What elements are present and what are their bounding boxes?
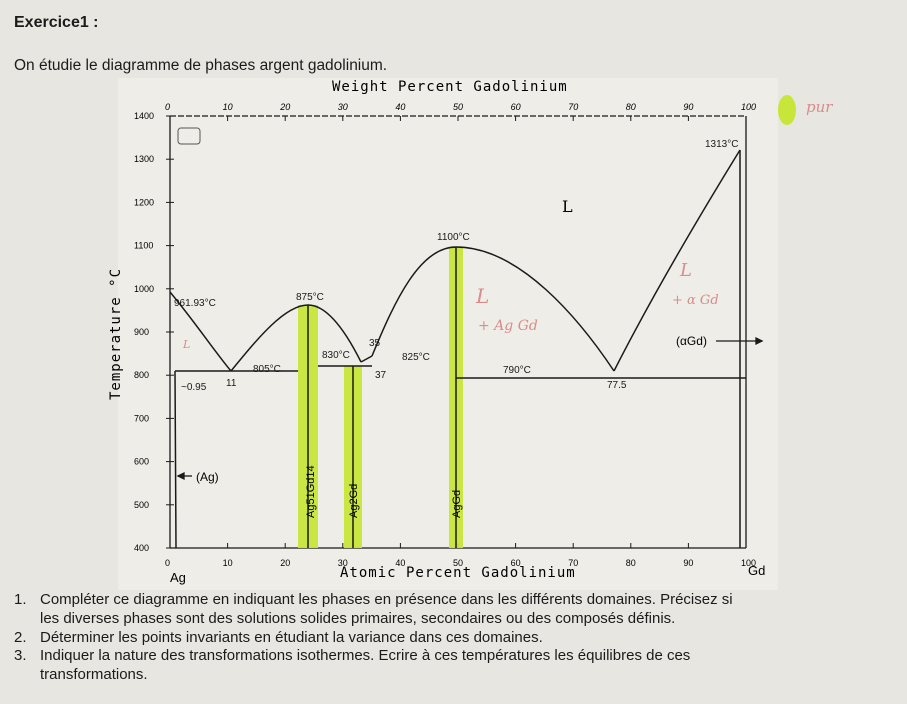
question-2: 2. Déterminer les points invariants en ét… <box>14 628 894 647</box>
label-875: 875°C <box>296 292 324 303</box>
question-3: 3. Indiquer la nature des transformations… <box>14 646 894 684</box>
label-11: 11 <box>226 378 237 389</box>
question-1: 1. Compléter ce diagramme en indiquant le… <box>14 590 894 628</box>
top-axis-label: Weight Percent Gadolinium <box>332 79 568 95</box>
question-2-text: Déterminer les points invariants en étud… <box>40 629 543 646</box>
label-liquid: L <box>562 197 573 216</box>
atomic-tick-label: 100 <box>741 558 756 568</box>
label-right-element: Gd <box>748 563 765 578</box>
temperature-tick-label: 500 <box>134 500 149 510</box>
weight-tick-label: 20 <box>279 102 290 112</box>
y-axis-label: Temperature °C <box>108 268 124 400</box>
label-1100: 1100°C <box>437 232 470 243</box>
temperature-tick-label: 400 <box>134 543 149 553</box>
bottom-axis-label: Atomic Percent Gadolinium <box>340 565 576 581</box>
weight-tick-label: 30 <box>338 102 348 112</box>
weight-tick-label: 90 <box>683 102 693 112</box>
weight-tick-label: 40 <box>395 102 405 112</box>
annotations: 961.93°C 875°C 830°C 825°C 805°C 1100°C … <box>174 139 738 393</box>
label-961: 961.93°C <box>174 298 216 309</box>
green-sticker <box>778 95 796 125</box>
label-left-element: Ag <box>170 570 186 585</box>
temperature-tick-label: 1200 <box>134 197 154 207</box>
phase-boundaries <box>169 149 746 549</box>
hand-l-right-2: + α Gd <box>672 293 719 308</box>
exercise-intro: On étudie le diagramme de phases argent … <box>14 57 388 74</box>
label-ag-phase: (Ag) <box>196 470 219 484</box>
atomic-tick-label: 30 <box>338 558 348 568</box>
corner-icon <box>177 127 201 145</box>
weight-tick-label: 50 <box>453 102 463 112</box>
hand-l-left-2: + Ag Gd <box>478 318 538 334</box>
atomic-tick-label: 80 <box>626 558 636 568</box>
question-1-number: 1. <box>14 591 27 608</box>
weight-tick-label: 0 <box>165 102 170 112</box>
weight-tick-label: 100 <box>741 102 756 112</box>
atomic-tick-label: 10 <box>223 558 233 568</box>
atomic-ticks: 0 10 20 30 40 50 60 70 80 90 100 <box>165 543 756 568</box>
weight-ticks: 0 10 20 30 40 50 60 70 80 90 100 <box>165 102 756 121</box>
exercise-title: Exercice1 : <box>14 14 99 31</box>
weight-tick-label: 70 <box>568 102 578 112</box>
question-3-continuation: transformations. <box>40 666 148 683</box>
temperature-tick-label: 700 <box>134 413 149 423</box>
atomic-tick-label: 70 <box>568 558 578 568</box>
hand-l-right: L <box>679 260 692 281</box>
atomic-tick-label: 40 <box>395 558 405 568</box>
label-ag2gd: Ag2Gd <box>348 484 360 518</box>
atomic-tick-label: 90 <box>683 558 693 568</box>
label-790: 790°C <box>503 365 531 376</box>
liquidus-gd <box>613 149 741 372</box>
label-095: ~0.95 <box>181 382 207 393</box>
question-3-number: 3. <box>14 647 27 664</box>
label-1313: 1313°C <box>705 139 738 150</box>
label-37: 37 <box>375 370 387 381</box>
label-ag51gd14: Ag51Gd14 <box>305 465 317 518</box>
temperature-tick-label: 1000 <box>134 284 154 294</box>
phase-diagram: Weight Percent Gadolinium Atomic Percent… <box>108 79 834 585</box>
atomic-tick-label: 0 <box>165 558 170 568</box>
question-2-number: 2. <box>14 629 27 646</box>
liquidus-ag2gd <box>360 355 373 363</box>
temperature-tick-label: 1100 <box>134 241 153 251</box>
atomic-tick-label: 20 <box>280 558 290 568</box>
weight-tick-label: 10 <box>223 102 233 112</box>
temperature-ticks: 1400 1300 1200 1100 1000 900 800 700 600 500 400 <box>134 111 174 553</box>
ag-solvus <box>174 370 177 549</box>
weight-tick-label: 60 <box>511 102 521 112</box>
temperature-tick-label: 800 <box>134 370 149 380</box>
atomic-tick-label: 50 <box>453 558 463 568</box>
question-1-continuation: les diverses phases sont des solutions s… <box>40 610 676 627</box>
weight-tick-label: 80 <box>626 102 636 112</box>
label-35: 35 <box>369 338 381 349</box>
hand-l-small: L <box>182 338 190 351</box>
label-825: 825°C <box>402 352 430 363</box>
question-1-text: Compléter ce diagramme en indiquant les … <box>40 591 733 608</box>
liquidus-ag <box>169 291 232 372</box>
temperature-tick-label: 1400 <box>134 111 154 121</box>
hand-corner: pur <box>806 98 833 116</box>
label-805: 805°C <box>253 364 281 375</box>
question-3-text: Indiquer la nature des transformations i… <box>40 647 691 664</box>
handwritten-notes: L + Ag Gd L + α Gd L pur <box>182 98 833 351</box>
label-aggd: AgGd <box>451 490 463 518</box>
temperature-tick-label: 1300 <box>134 154 154 164</box>
label-830: 830°C <box>322 350 350 361</box>
label-agd-phase: (αGd) <box>676 334 707 348</box>
atomic-tick-label: 60 <box>511 558 521 568</box>
hand-l-left: L <box>475 284 489 308</box>
label-775: 77.5 <box>607 380 627 391</box>
arrows <box>176 336 764 481</box>
temperature-tick-label: 600 <box>134 457 149 467</box>
temperature-tick-label: 900 <box>134 327 149 337</box>
